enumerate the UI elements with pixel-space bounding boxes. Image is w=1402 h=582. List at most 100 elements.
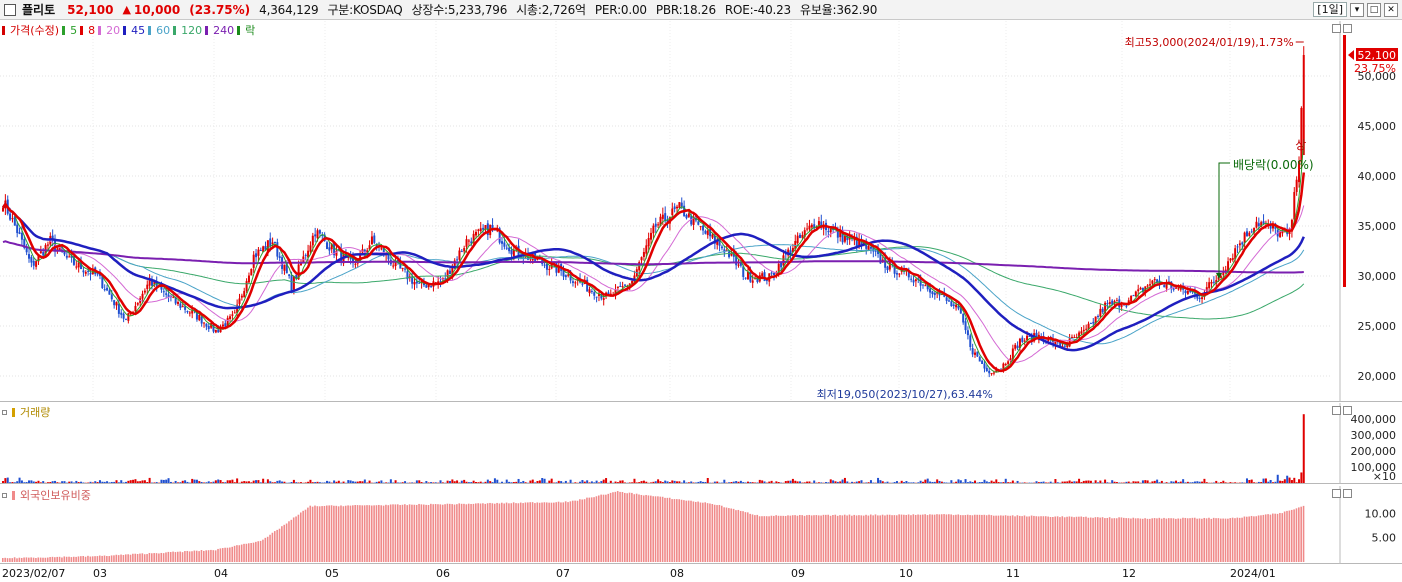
dropdown-icon[interactable]: ▾ [1350, 2, 1364, 17]
maximize-icon[interactable]: □ [1367, 2, 1381, 17]
pane-close-icon[interactable] [1343, 489, 1352, 498]
foreign-ratio-bar [1283, 511, 1286, 562]
foreign-ratio-bar [370, 505, 373, 562]
volume-bar [101, 481, 104, 483]
volume-bar [1000, 482, 1003, 483]
foreign-ratio-bar [1146, 518, 1149, 562]
pane-minimize-icon[interactable] [1332, 406, 1341, 415]
legend-ex-dividend[interactable]: 락 [245, 24, 256, 37]
foreign-ratio-bar [1260, 515, 1262, 562]
foreign-ratio-bar [1137, 518, 1139, 562]
volume-bar [434, 482, 437, 483]
legend-ma20[interactable]: 20 [106, 23, 121, 37]
foreign-ratio-bar [337, 506, 340, 562]
foreign-ratio-bar [120, 554, 122, 562]
foreign-ratio-bar [110, 555, 113, 562]
foreign-ratio-bar [1234, 518, 1236, 562]
price-chart-pane[interactable]: 가격(수정) 5 8 20 45 60 120 240 락 50,000 45,0… [0, 21, 1402, 402]
foreign-ratio-canvas[interactable]: 10.005.00 [0, 486, 1402, 564]
candle-body [1007, 361, 1010, 364]
stock-name[interactable]: 플리토 [22, 3, 56, 17]
candle-body [730, 252, 733, 256]
volume-bar [106, 481, 109, 483]
candle-body [780, 262, 783, 268]
foreign-ratio-bar [676, 499, 678, 562]
volume-bar [96, 482, 99, 483]
volume-bar [971, 482, 974, 483]
legend-ma8[interactable]: 8 [88, 23, 96, 37]
foreign-ratio-bar [489, 502, 491, 562]
price-chart-canvas[interactable]: 50,00045,00040,00035,00030,00025,00020,0… [0, 21, 1402, 402]
candle-body [664, 213, 667, 221]
volume-bar [297, 482, 300, 483]
foreign-ratio-bar [124, 554, 127, 562]
pane-close-icon[interactable] [1343, 24, 1352, 33]
candle-body [619, 286, 622, 288]
candle-body [1115, 300, 1118, 302]
legend-ma60[interactable]: 60 [156, 23, 171, 37]
legend-volume[interactable]: 거래량 [20, 406, 51, 419]
foreign-ratio-bar [245, 543, 248, 562]
foreign-ratio-bar [1205, 518, 1208, 562]
pane-minimize-icon[interactable] [1332, 489, 1341, 498]
volume-bar [493, 478, 496, 483]
foreign-ratio-bar [1026, 516, 1028, 562]
candle-body [165, 293, 168, 295]
foreign-ratio-bar [1080, 516, 1083, 562]
candle-body [1196, 295, 1199, 299]
volume-bar [240, 481, 243, 483]
candle-body [569, 274, 572, 281]
volume-bar [39, 482, 42, 483]
volume-bar [333, 480, 336, 483]
foreign-ratio-bar [1215, 518, 1217, 562]
foreign-ratio-bar [1101, 517, 1104, 562]
foreign-ratio-bar [1099, 517, 1101, 562]
foreign-ratio-bar [35, 557, 37, 562]
candle-body [853, 238, 856, 241]
foreign-ratio-bar [1052, 516, 1054, 562]
foreign-ratio-bar [1201, 518, 1203, 562]
volume-bar [983, 479, 986, 483]
foreign-ratio-bar [106, 556, 108, 562]
foreign-ratio-bar [309, 505, 312, 562]
market-type: 구분:KOSDAQ [327, 3, 403, 17]
volume-bar [569, 479, 572, 483]
legend-ma5[interactable]: 5 [70, 23, 78, 37]
foreign-ratio-bar [122, 554, 125, 562]
foreign-ownership-pane[interactable]: 외국인보유비중 10.00 5.00 [0, 486, 1402, 564]
foreign-ratio-bar [1210, 518, 1213, 562]
volume-bar [808, 481, 811, 483]
foreign-ratio-bar [668, 497, 671, 562]
candle-body [484, 225, 487, 230]
legend-ma45[interactable]: 45 [131, 23, 146, 37]
legend-ma240[interactable]: 240 [213, 23, 235, 37]
foreign-ratio-bar [903, 514, 905, 562]
legend-price[interactable]: 가격(수정) [10, 24, 60, 37]
volume-bar [1082, 480, 1085, 483]
close-icon[interactable]: ✕ [1384, 2, 1398, 17]
foreign-ratio-bar [865, 514, 867, 562]
foreign-ratio-bar [602, 494, 605, 562]
volume-bar [1272, 482, 1275, 483]
candle-body [20, 233, 23, 240]
foreign-ratio-bar [226, 547, 229, 562]
candle-body [803, 230, 806, 237]
foreign-ratio-bar [945, 514, 948, 562]
foreign-ratio-bar [590, 497, 593, 562]
legend-foreign-ratio[interactable]: 외국인보유비중 [20, 489, 91, 502]
volume-bar [193, 479, 196, 483]
pin-checkbox[interactable] [4, 3, 16, 16]
foreign-ratio-bar [203, 550, 205, 562]
candle-body [1253, 227, 1256, 234]
legend-ma120[interactable]: 120 [181, 23, 203, 37]
volume-chart-pane[interactable]: 거래량 400,000 300,000 200,000 100,000 ×10 [0, 403, 1402, 484]
foreign-ratio-bar [853, 514, 855, 562]
volume-bar [746, 481, 749, 483]
pane-minimize-icon[interactable] [1332, 24, 1341, 33]
pane-close-icon[interactable] [1343, 406, 1352, 415]
volume-bar [981, 482, 984, 483]
period-selector[interactable]: [1일] [1313, 2, 1347, 17]
volume-bar [541, 478, 544, 483]
foreign-ratio-bar [207, 550, 210, 562]
